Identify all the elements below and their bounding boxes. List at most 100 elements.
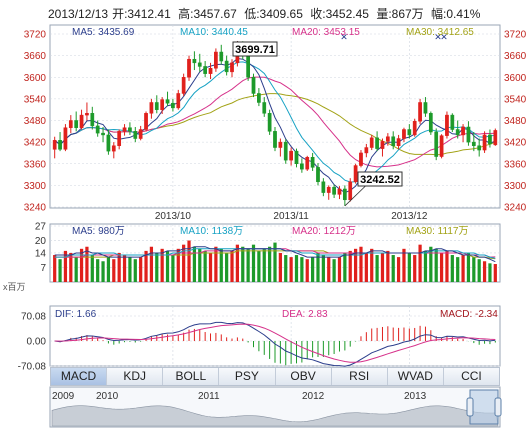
candle-body (391, 136, 396, 146)
low-callout-box (357, 171, 403, 187)
volume-bar (182, 244, 186, 282)
tab-cci[interactable]: CCI (461, 369, 482, 383)
volume-bar (79, 248, 84, 282)
macd-y-tick: 0.00 (27, 337, 47, 348)
candle-body (246, 55, 250, 78)
volume-bar (246, 248, 250, 282)
volume-bar (300, 257, 304, 282)
price-y-tick-right: 3420 (504, 138, 527, 149)
price-y-tick-right: 3660 (504, 51, 527, 62)
volume-bar (386, 250, 390, 282)
volume-bar (262, 248, 266, 282)
navigator-right-handle[interactable] (494, 397, 502, 417)
candle-body (445, 114, 449, 136)
volume-bar (122, 255, 127, 282)
price-y-tick: 3420 (24, 138, 47, 149)
navigator-left-handle[interactable] (466, 397, 474, 417)
price-y-tick-right: 3240 (504, 203, 527, 214)
candle-body (68, 120, 73, 128)
candle-body (477, 145, 482, 151)
macd-y-tick: 70.08 (21, 312, 46, 323)
candle-body (74, 120, 79, 128)
volume-bar (482, 261, 487, 282)
volume-y-tick: 14 (35, 248, 47, 259)
volume-ma-label: MA20: 1212万 (292, 226, 356, 237)
volume-bar (359, 246, 363, 282)
dea-line (54, 323, 496, 363)
volume-bar (311, 257, 315, 282)
candle-body (187, 58, 191, 78)
price-y-axis-right: 3720 3660 3600 3540 3480 3420 3360 3300 3240 (504, 30, 527, 214)
price-x-tick: 2013/12 (391, 211, 428, 222)
volume-bar (364, 252, 368, 282)
candle-body (348, 181, 353, 201)
candle-body (450, 114, 455, 130)
navigator-year: 2009 (52, 391, 75, 402)
candle-body (262, 102, 267, 114)
volume-bar (321, 255, 325, 282)
candle-body (160, 99, 165, 110)
volume-bar (235, 244, 239, 282)
candle-body (52, 140, 57, 150)
high-callout-box (232, 41, 278, 57)
volume-bar (133, 259, 137, 282)
candle-body (332, 186, 336, 195)
tab-boll[interactable]: BOLL (163, 368, 220, 385)
candle-body (111, 145, 116, 152)
tab-wvad[interactable]: WVAD (388, 368, 444, 385)
volume-bar (198, 248, 202, 282)
volume-bar (268, 246, 272, 282)
volume-bar (348, 250, 352, 282)
volume-bar (450, 255, 454, 282)
volume-bar (316, 252, 320, 282)
candle-body (326, 186, 331, 193)
volume-bar (375, 255, 379, 282)
volume-bar (278, 252, 282, 282)
tab-obv[interactable]: OBV (276, 368, 332, 385)
price-y-tick-right: 3720 (504, 30, 527, 41)
volume-bar (434, 248, 438, 282)
tab-macd[interactable]: MACD (51, 368, 108, 385)
tab-kdj[interactable]: KDJ (107, 368, 164, 385)
volume-bar (149, 246, 154, 282)
dif-label: DIF: 1.66 (55, 309, 97, 320)
header-low: 低:3409.65 (244, 7, 303, 21)
candle-body (353, 165, 358, 183)
volume-bar (230, 250, 234, 282)
volume-bar (192, 246, 197, 282)
candle-body (154, 102, 159, 110)
header-high: 高:3457.67 (178, 7, 237, 21)
price-ma-legend: ✕ ✕✕MA5: 3435.69 MA10: 3440.45 MA20: 3453.1… (72, 27, 474, 42)
candle-body (375, 137, 379, 149)
candle-body (321, 181, 326, 193)
price-ma20-line (54, 76, 496, 168)
price-y-tick-right: 3360 (504, 159, 527, 170)
tab-psy[interactable]: PSY (219, 368, 276, 385)
macd-lines (54, 321, 496, 367)
volume-bar (203, 250, 207, 282)
price-y-axis-left: 3720 3660 3600 3540 3480 3420 3360 3300 3240 (24, 30, 47, 214)
candle-body (305, 157, 310, 170)
candle-body (144, 113, 148, 130)
candle-body (466, 126, 471, 143)
volume-y-tick: 20 (35, 236, 47, 247)
volume-bar (171, 255, 175, 282)
price-y-tick: 3300 (24, 181, 47, 192)
candle-body (294, 150, 299, 165)
candle-body (176, 93, 181, 109)
volume-ma5-line (54, 246, 496, 263)
candle-body (267, 113, 272, 132)
candle-body (412, 120, 417, 136)
high-callout: 3699.71 (235, 44, 275, 56)
candle-body (364, 147, 369, 154)
volume-ma-label: MA30: 1117万 (406, 226, 468, 237)
candle-body (203, 66, 208, 74)
tab-rsi[interactable]: RSI (332, 368, 388, 385)
volume-bar (402, 248, 406, 282)
navigator-window[interactable] (469, 389, 499, 425)
candle-body (90, 113, 95, 127)
price-y-tick: 3240 (24, 203, 47, 214)
price-moving-averages (54, 57, 496, 194)
candle-body (439, 135, 444, 157)
